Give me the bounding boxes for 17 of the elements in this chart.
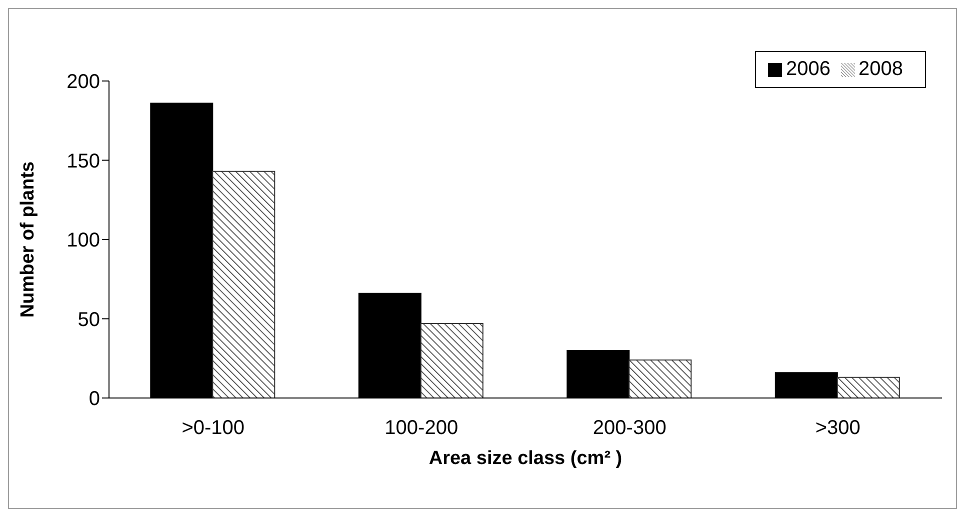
- y-tick-label: 0: [88, 388, 100, 410]
- y-tick-label: 200: [66, 71, 100, 94]
- x-axis-title: Area size class (cm² ): [428, 448, 622, 469]
- x-tick-label: 200-300: [592, 417, 666, 440]
- bar: [420, 323, 484, 398]
- y-tick-label: 150: [66, 150, 100, 172]
- y-tick-label: 50: [78, 308, 100, 331]
- x-tick-label: 100-200: [384, 417, 458, 440]
- y-axis-title: Number of plants: [18, 161, 39, 318]
- y-tick-label: 100: [66, 230, 100, 252]
- bar: [836, 376, 900, 398]
- legend-label: 2006: [786, 58, 830, 80]
- x-tick-label: >300: [815, 417, 860, 440]
- legend-label: 2008: [858, 58, 903, 80]
- bar: [628, 359, 692, 398]
- bar: [212, 170, 276, 398]
- x-tick-label: >0-100: [182, 417, 245, 440]
